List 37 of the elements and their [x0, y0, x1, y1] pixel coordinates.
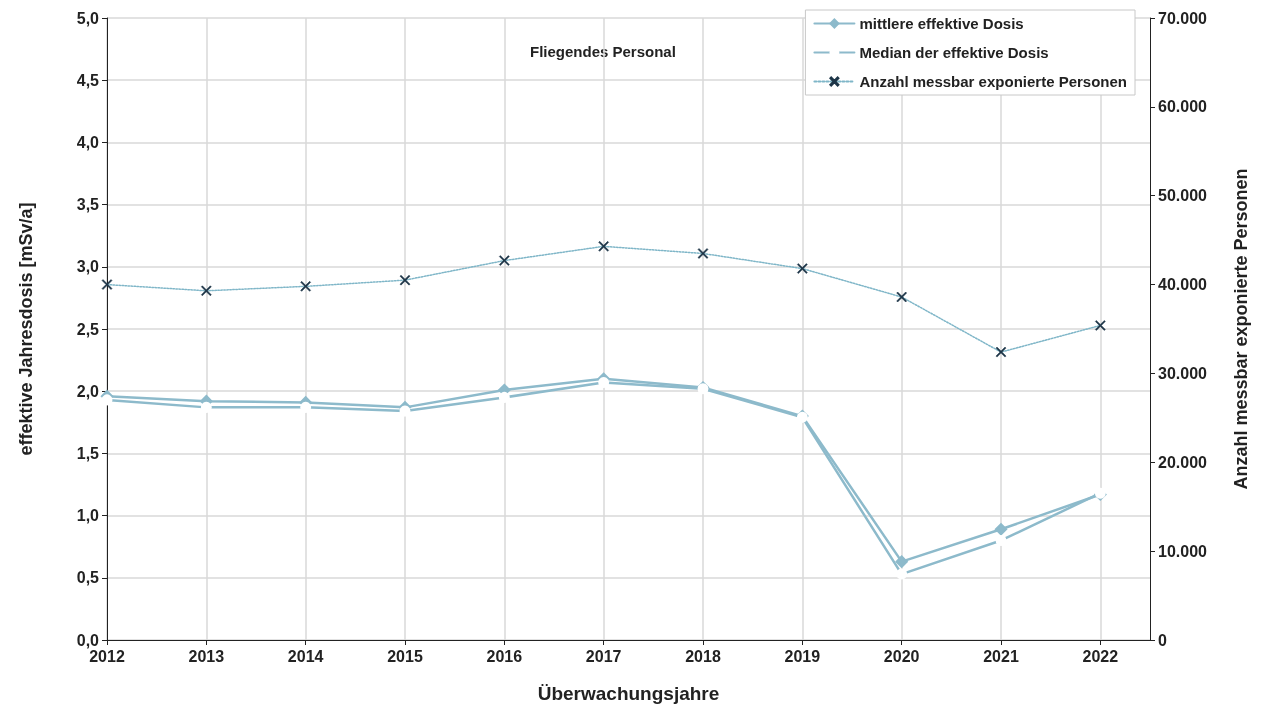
- x-tick-label: 2021: [983, 647, 1019, 665]
- y-tick-label: 1,0: [76, 507, 100, 525]
- y2-tick-label: 60.000: [1158, 98, 1208, 116]
- y-tick-label: 0,0: [76, 631, 100, 649]
- y2-tick-label: 70.000: [1158, 9, 1208, 27]
- y-tick-label: 3,5: [76, 196, 100, 214]
- y2-axis-title: Anzahl messbar exponierte Personen: [1231, 168, 1251, 490]
- y2-tick-label: 0: [1158, 631, 1167, 649]
- x-tick-label: 2012: [89, 647, 125, 665]
- legend-label: Anzahl messbar exponierte Personen: [859, 73, 1127, 90]
- y-tick-label: 5,0: [76, 9, 100, 27]
- x-tick-label: 2022: [1082, 647, 1119, 665]
- legend-label: Median der effektive Dosis: [859, 44, 1049, 61]
- x-tick-label: 2020: [883, 647, 920, 665]
- y-tick-label: 0,5: [76, 569, 100, 587]
- x-tick-label: 2014: [287, 647, 324, 665]
- x-tick-label: 2013: [188, 647, 225, 665]
- x-tick-label: 2017: [585, 647, 622, 665]
- y-tick-label: 3,0: [76, 258, 100, 276]
- y2-tick-label: 40.000: [1158, 276, 1208, 294]
- x-tick-label: 2018: [685, 647, 721, 665]
- legend-label: mittlere effektive Dosis: [859, 15, 1024, 32]
- x-axis-title: Überwachungsjahre: [537, 683, 720, 704]
- y2-tick-label: 10.000: [1158, 542, 1208, 560]
- y-tick-label: 1,5: [76, 444, 100, 462]
- x-tick-label: 2015: [387, 647, 423, 665]
- y-tick-label: 2,5: [76, 320, 100, 338]
- y-tick-label: 2,0: [76, 382, 100, 400]
- y-tick-label: 4,5: [76, 71, 100, 89]
- y2-tick-label: 50.000: [1158, 187, 1208, 205]
- y-axis-title: effektive Jahresdosis [mSv/a]: [16, 202, 36, 456]
- y2-tick-label: 30.000: [1158, 364, 1208, 382]
- x-tick-label: 2016: [486, 647, 523, 665]
- annotation: Fliegendes Personal: [530, 43, 676, 60]
- y-tick-label: 4,0: [76, 133, 100, 151]
- y2-tick-label: 20.000: [1158, 453, 1208, 471]
- x-tick-label: 2019: [784, 647, 821, 665]
